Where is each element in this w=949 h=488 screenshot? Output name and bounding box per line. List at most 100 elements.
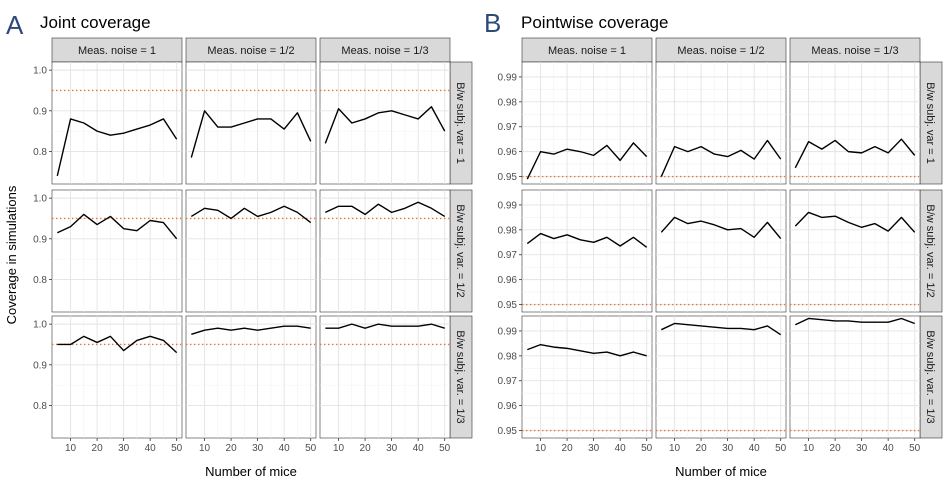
facet-label-row: B/w subj. var = 1 [924,82,936,164]
panel-background [51,315,183,439]
x-tick-label: 50 [641,443,653,454]
panel-background [185,61,317,185]
panel-background [789,315,921,439]
facet-label-column: Meas. noise = 1 [548,45,626,57]
x-tick-label: 40 [883,443,895,454]
facet-label-row: B/w subj. var. = 1/3 [454,330,466,423]
coverage-series-line [324,106,446,144]
y-tick-label: 0.96 [498,147,518,158]
facet-label-row: B/w subj. var. = 1/2 [924,204,936,297]
coverage-series-line [57,335,178,354]
facet-panel: 0.8 0.9 1.0 [33,61,183,185]
facet-panel [789,189,921,313]
x-tick-label: 20 [696,443,708,454]
facet-panel: 0.8 0.9 1.0 [33,189,183,313]
facet-label-column: Meas. noise = 1/2 [207,45,294,57]
x-tick-label: 50 [909,443,921,454]
x-axis-title: Number of mice [205,464,297,479]
facet-panel [185,189,317,313]
y-tick-label: 0.96 [498,275,518,286]
x-axis-title: Number of mice [675,464,767,479]
panel-letter: A [6,10,24,40]
facet-label-column: Meas. noise = 1/2 [677,45,764,57]
panel-background [51,189,183,313]
x-tick-label: 30 [252,443,264,454]
x-tick-label: 10 [669,443,681,454]
y-tick-label: 0.8 [33,147,47,158]
x-tick-label: 20 [562,443,574,454]
x-tick-label: 40 [279,443,291,454]
y-tick-label: 0.98 [498,225,518,236]
x-tick-label: 10 [535,443,547,454]
coverage-series-line [325,201,446,218]
x-tick-label: 20 [226,443,238,454]
facet-panel: 0.95 0.96 0.97 0.98 0.99 [498,189,653,313]
x-tick-label: 10 [333,443,345,454]
coverage-series-line [795,317,915,326]
facet-panel [655,189,787,313]
y-axis-title: Coverage in simulations [4,185,19,324]
panel-background [521,315,653,439]
coverage-series-line [794,211,916,233]
facet-strip-column [319,37,451,63]
y-tick-label: 0.98 [498,351,518,362]
y-tick-label: 0.9 [33,234,47,245]
facet-panel [185,61,317,185]
panel-background [655,189,787,313]
y-tick-label: 0.99 [498,200,518,211]
coverage-series-line [794,138,916,169]
y-tick-label: 0.99 [498,72,518,83]
y-tick-label: 0.99 [498,326,518,337]
panel-background [521,189,653,313]
x-tick-label: 40 [145,443,157,454]
coverage-series-line [56,118,178,177]
x-tick-label: 50 [171,443,183,454]
facet-label-row: B/w subj. var = 1 [454,82,466,164]
facet-strip-column [51,37,183,63]
x-tick-label: 30 [118,443,130,454]
coverage-series-line [191,325,311,335]
facet-strip-column [521,37,653,63]
coverage-series-line [527,343,647,357]
x-tick-label: 10 [803,443,815,454]
facet-panel: 0.95 0.96 0.97 0.98 0.99 [498,61,653,185]
panel-background [51,61,183,185]
y-tick-label: 0.95 [498,172,518,183]
x-tick-label: 20 [92,443,104,454]
x-tick-label: 30 [588,443,600,454]
coverage-series-line [190,110,312,158]
facet-panel [655,61,787,185]
coverage-series-line [526,232,648,248]
y-tick-label: 0.97 [498,250,518,261]
facet-label-column: Meas. noise = 1/3 [811,45,898,57]
coverage-series-line [661,322,782,336]
facet-panel: 10 20 30 40 50 [789,315,921,454]
facet-panel: 10 20 30 40 50 [655,315,787,454]
panel-background [319,315,451,439]
facet-panel: 0.8 0.9 1.0 10 20 30 40 50 [33,315,183,454]
y-tick-label: 1.0 [33,66,47,77]
coverage-series-line [325,323,445,329]
x-tick-label: 30 [386,443,398,454]
x-tick-label: 20 [360,443,372,454]
y-tick-label: 0.96 [498,401,518,412]
chart-A: A Joint coverage Meas. noise = 1 Meas. nois… [4,10,473,479]
facet-label-column: Meas. noise = 1 [78,45,156,57]
x-tick-label: 50 [439,443,451,454]
facet-strip-column [185,37,317,63]
coverage-series-line [660,216,782,239]
y-tick-label: 0.8 [33,275,47,286]
facet-panel: 10 20 30 40 50 [185,315,317,454]
coverage-series-line [190,205,312,224]
panel-background [521,61,653,185]
facet-panel: 0.95 0.96 0.97 0.98 0.99 10 20 30 40 50 [498,315,653,454]
facet-strip-column [789,37,921,63]
y-tick-label: 0.9 [33,360,47,371]
panel-background [655,61,787,185]
x-tick-label: 40 [749,443,761,454]
panel-background [319,189,451,313]
y-tick-label: 1.0 [33,194,47,205]
y-tick-label: 0.97 [498,122,518,133]
x-tick-label: 50 [775,443,787,454]
